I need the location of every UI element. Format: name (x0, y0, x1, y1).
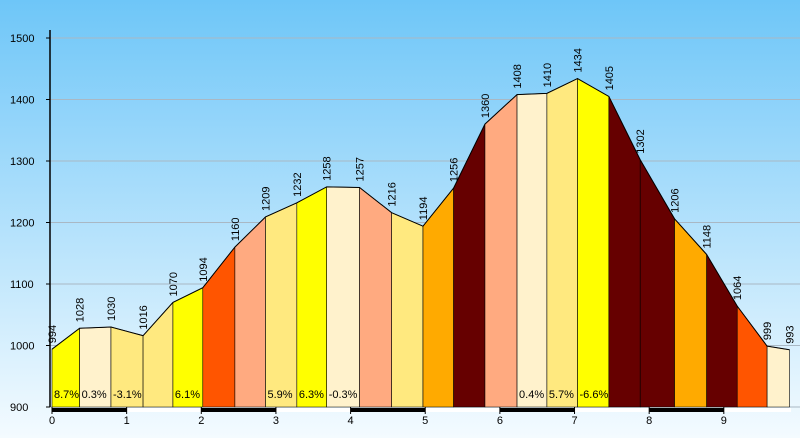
grade-label: 0.3% (82, 389, 107, 401)
grade-label: 5.9% (267, 389, 292, 401)
elevation-label: 1216 (387, 182, 399, 206)
grade-label: -6.6% (580, 389, 609, 401)
elevation-label: 994 (47, 325, 59, 343)
km-bar (425, 408, 500, 412)
elevation-label: 1405 (604, 66, 616, 90)
x-tick-label: 0 (49, 415, 55, 427)
grade-label: 0.4% (519, 389, 544, 401)
segment (234, 216, 266, 408)
elevation-label: 999 (762, 322, 774, 340)
segment (391, 212, 424, 408)
elevation-label: 1302 (635, 129, 647, 153)
segment (265, 202, 298, 408)
segment (359, 186, 392, 408)
km-bar (723, 408, 791, 412)
elevation-label: 1408 (512, 64, 524, 88)
y-tick-label: 1100 (10, 279, 34, 291)
elevation-label: 1194 (418, 197, 430, 221)
x-tick-label: 6 (497, 415, 503, 427)
x-tick-label: 8 (646, 415, 652, 427)
elevation-label: 1094 (198, 257, 210, 281)
grade-label: 8.7% (54, 389, 79, 401)
y-tick-label: 1400 (10, 95, 34, 107)
elevation-label: 1030 (106, 297, 118, 321)
elevation-label: 1206 (670, 188, 682, 212)
y-tick-label: 900 (10, 402, 28, 414)
grade-label: 6.1% (175, 389, 200, 401)
elevation-label: 1028 (75, 298, 87, 322)
elevation-label: 1256 (449, 158, 461, 182)
x-tick-label: 5 (422, 415, 428, 427)
elevation-label: 993 (785, 325, 797, 343)
km-bar (52, 408, 127, 412)
elevation-label: 1160 (230, 217, 242, 241)
elevation-label: 1257 (355, 157, 367, 181)
y-tick-label: 1000 (10, 341, 34, 353)
elevation-label: 1410 (542, 63, 554, 87)
km-bar (201, 408, 276, 412)
elevation-label: 1148 (702, 225, 714, 249)
elevation-label: 1016 (138, 305, 150, 329)
x-tick-label: 4 (348, 415, 354, 427)
x-tick-label: 3 (273, 415, 279, 427)
grade-label: -0.3% (329, 389, 358, 401)
segment (766, 345, 790, 408)
grade-label: 5.7% (549, 389, 574, 401)
y-tick-label: 1500 (10, 33, 34, 45)
elevation-label: 1258 (322, 156, 334, 180)
x-tick-label: 7 (571, 415, 577, 427)
grade-label: -3.1% (113, 389, 142, 401)
elevation-label: 1064 (732, 276, 744, 300)
grade-label: 6.3% (299, 389, 324, 401)
km-bar (499, 408, 575, 412)
x-tick-label: 1 (124, 415, 130, 427)
segment (326, 186, 360, 408)
elevation-label: 1360 (480, 94, 492, 118)
segment (484, 93, 518, 408)
x-tick-label: 9 (721, 415, 727, 427)
km-bar (649, 408, 724, 412)
km-bar (275, 408, 351, 412)
km-bar (126, 408, 202, 412)
km-bar (574, 408, 650, 412)
profile-line (51, 78, 790, 351)
segment (296, 186, 327, 408)
segment (516, 93, 548, 408)
km-bar (350, 408, 426, 412)
y-tick-label: 1200 (10, 218, 34, 230)
y-tick-label: 1300 (10, 156, 34, 168)
segment (577, 78, 610, 408)
elevation-label: 1209 (260, 186, 272, 210)
elevation-label: 1232 (292, 172, 304, 196)
x-tick-label: 2 (198, 415, 204, 427)
segment (546, 78, 578, 408)
elevation-label: 1070 (168, 272, 180, 296)
elevation-label: 1434 (573, 48, 585, 72)
